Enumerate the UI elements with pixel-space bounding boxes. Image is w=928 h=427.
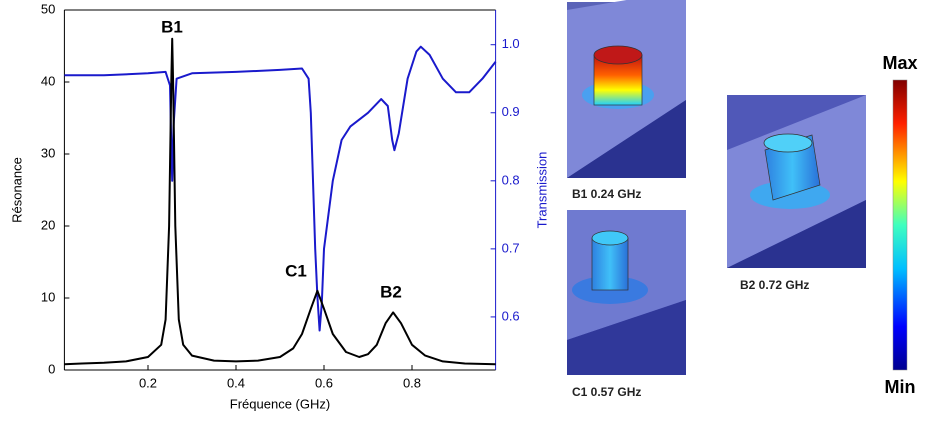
x-tick-label: 0.4: [227, 375, 245, 390]
colorbar-min: Min: [885, 377, 916, 397]
annotation: B2: [380, 282, 402, 301]
panel-label: C1 0.57 GHz: [572, 385, 641, 399]
annotation: B1: [161, 17, 183, 36]
y2-tick-label: 0.7: [502, 240, 520, 255]
x-tick-label: 0.6: [315, 375, 333, 390]
y2-tick-label: 0.8: [502, 172, 520, 187]
y-tick-label: 10: [41, 289, 55, 304]
simulation-image: [727, 95, 866, 268]
panel-label: B1 0.24 GHz: [572, 187, 641, 201]
y2-tick-label: 0.6: [502, 308, 520, 323]
y2-tick-label: 0.9: [502, 104, 520, 119]
y-tick-label: 30: [41, 145, 55, 160]
series-line: [64, 37, 496, 366]
panel-label: B2 0.72 GHz: [740, 278, 809, 292]
y2-tick-label: 1.0: [502, 36, 520, 51]
series-line: [64, 45, 497, 332]
colorbar-max: Max: [882, 53, 917, 73]
colorbar: [892, 79, 908, 371]
y2-axis-label: Transmission: [534, 152, 549, 229]
annotation: C1: [285, 261, 307, 280]
y-tick-label: 0: [48, 361, 55, 376]
y-tick-label: 50: [41, 1, 55, 16]
x-tick-label: 0.8: [403, 375, 421, 390]
x-tick-label: 0.2: [139, 375, 157, 390]
y-axis-label: Résonance: [9, 157, 24, 223]
y-tick-label: 20: [41, 217, 55, 232]
simulation-image: [567, 0, 686, 178]
x-axis-label: Fréquence (GHz): [230, 396, 330, 411]
y-tick-label: 40: [41, 73, 55, 88]
simulation-image: [567, 210, 686, 375]
